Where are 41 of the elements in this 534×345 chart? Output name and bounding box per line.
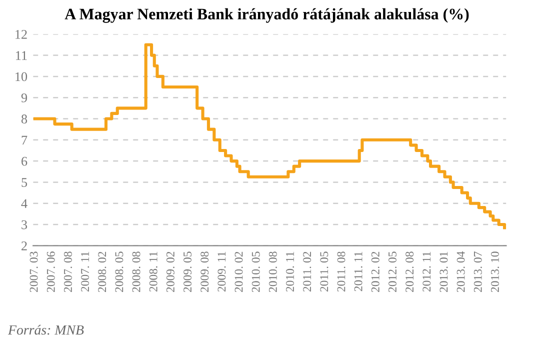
- x-tick-label: 2007. 03: [30, 252, 38, 292]
- y-tick-label: 10: [16, 72, 28, 82]
- x-tick-label: 2012. 02: [371, 252, 380, 292]
- x-tick-label: 2009. 05: [184, 252, 192, 292]
- x-tick-label: 2009. 08: [200, 252, 209, 292]
- x-tick-label: 2010. 05: [252, 252, 260, 292]
- x-tick-label: 2010. 02: [234, 252, 243, 292]
- x-tick-label: 2011. 02: [303, 252, 312, 292]
- x-tick-label: 2011. 11: [354, 252, 362, 292]
- x-tick-label: 2011. 05: [320, 252, 328, 292]
- y-tick-label: 3: [22, 220, 28, 230]
- x-tick-label: 2008. 11: [149, 252, 158, 292]
- y-tick-label: 2: [22, 241, 27, 250]
- y-tick-label: 7: [22, 136, 28, 144]
- y-tick-label: 4: [21, 199, 28, 208]
- chart-title: A Magyar Nemzeti Bank irányadó rátájának alakulása (%): [64, 8, 469, 23]
- y-tick-label: 11: [16, 51, 27, 60]
- x-tick-label: 2013. 01: [440, 252, 448, 292]
- y-tick-label: 5: [22, 178, 28, 187]
- y-tick-label: 12: [16, 30, 27, 39]
- y-tick-label: 9: [21, 93, 28, 102]
- x-tick-label: 2008. 02: [98, 252, 106, 292]
- text: Forrás: MNB: [8, 324, 84, 335]
- x-tick-label: 2007. 06: [46, 252, 55, 292]
- x-tick-label: 2011. 08: [337, 252, 346, 292]
- y-tick-label: 6: [22, 156, 28, 166]
- x-tick-label: 2013. 10: [490, 252, 499, 292]
- x-tick-label: 2010. 08: [268, 252, 277, 292]
- x-tick-label: 2012. 08: [406, 252, 414, 292]
- x-tick-label: 2012. 11: [422, 252, 431, 292]
- x-tick-label: 2009. 11: [218, 252, 226, 292]
- x-tick-label: 2012. 05: [388, 252, 397, 292]
- x-tick-label: 2007. 11: [81, 252, 90, 292]
- y-tick-label: 8: [21, 114, 28, 124]
- x-tick-label: 2007. 08: [64, 252, 72, 292]
- x-tick-label: 2008. 08: [132, 252, 140, 292]
- x-tick-label: 2008. 05: [115, 252, 124, 292]
- x-tick-label: 2013. 07: [474, 252, 482, 292]
- x-tick-label: 2009. 02: [166, 252, 174, 292]
- x-tick-label: 2013. 04: [456, 251, 465, 292]
- x-tick-label: 2010. 11: [286, 252, 294, 292]
